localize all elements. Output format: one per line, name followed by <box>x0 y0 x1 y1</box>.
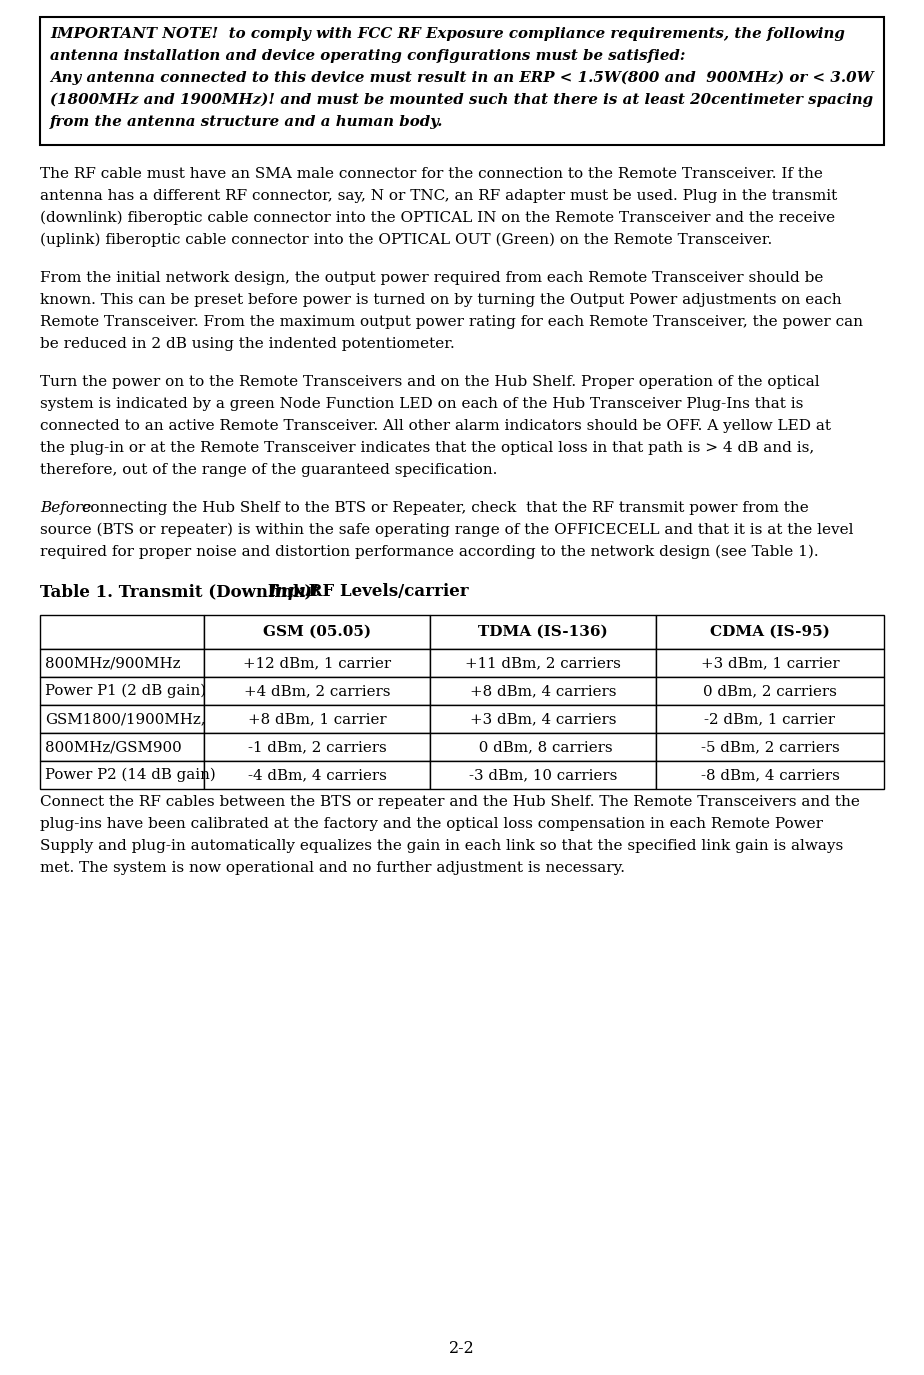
Text: Input: Input <box>268 583 320 600</box>
Text: RF Levels/carrier: RF Levels/carrier <box>303 583 468 600</box>
Bar <box>40 615 204 649</box>
Bar <box>40 733 204 760</box>
Text: -8 dBm, 4 carriers: -8 dBm, 4 carriers <box>700 769 839 782</box>
Text: +11 dBm, 2 carriers: +11 dBm, 2 carriers <box>465 656 621 670</box>
Text: +4 dBm, 2 carriers: +4 dBm, 2 carriers <box>244 683 390 698</box>
Text: Connect the RF cables between the BTS or repeater and the Hub Shelf. The Remote : Connect the RF cables between the BTS or… <box>40 795 860 808</box>
Text: (1800MHz and 1900MHz)! and must be mounted such that there is at least 20centime: (1800MHz and 1900MHz)! and must be mount… <box>50 94 873 107</box>
Text: -4 dBm, 4 carriers: -4 dBm, 4 carriers <box>248 769 386 782</box>
Text: GSM1800/1900MHz,: GSM1800/1900MHz, <box>45 712 205 726</box>
Text: 800MHz/GSM900: 800MHz/GSM900 <box>45 740 182 754</box>
Text: source (BTS or repeater) is within the safe operating range of the OFFICECELL an: source (BTS or repeater) is within the s… <box>40 522 854 538</box>
Bar <box>656 676 884 705</box>
Text: From the initial network design, the output power required from each Remote Tran: From the initial network design, the out… <box>40 271 823 285</box>
Bar <box>204 760 430 789</box>
Bar <box>430 705 656 733</box>
Text: known. This can be preset before power is turned on by turning the Output Power : known. This can be preset before power i… <box>40 293 842 307</box>
Bar <box>430 615 656 649</box>
Bar <box>204 649 430 676</box>
Text: TDMA (IS-136): TDMA (IS-136) <box>478 626 608 639</box>
Text: IMPORTANT NOTE!  to comply with FCC RF Exposure compliance requirements, the fol: IMPORTANT NOTE! to comply with FCC RF Ex… <box>50 28 845 41</box>
Text: met. The system is now operational and no further adjustment is necessary.: met. The system is now operational and n… <box>40 861 625 874</box>
Text: CDMA (IS-95): CDMA (IS-95) <box>710 626 830 639</box>
Text: -3 dBm, 10 carriers: -3 dBm, 10 carriers <box>468 769 617 782</box>
Bar <box>430 649 656 676</box>
Text: GSM (05.05): GSM (05.05) <box>263 626 371 639</box>
Bar <box>430 760 656 789</box>
Text: Remote Transceiver. From the maximum output power rating for each Remote Transce: Remote Transceiver. From the maximum out… <box>40 315 863 329</box>
Text: +12 dBm, 1 carrier: +12 dBm, 1 carrier <box>243 656 391 670</box>
Text: Power P2 (14 dB gain): Power P2 (14 dB gain) <box>45 767 215 782</box>
Text: The RF cable must have an SMA male connector for the connection to the Remote Tr: The RF cable must have an SMA male conne… <box>40 166 823 182</box>
Text: (downlink) fiberoptic cable connector into the OPTICAL IN on the Remote Transcei: (downlink) fiberoptic cable connector in… <box>40 210 835 226</box>
Text: 800MHz/900MHz: 800MHz/900MHz <box>45 656 180 670</box>
Text: antenna has a different RF connector, say, N or TNC, an RF adapter must be used.: antenna has a different RF connector, sa… <box>40 188 837 204</box>
Text: 0 dBm, 2 carriers: 0 dBm, 2 carriers <box>703 683 837 698</box>
Bar <box>40 760 204 789</box>
Text: Turn the power on to the Remote Transceivers and on the Hub Shelf. Proper operat: Turn the power on to the Remote Transcei… <box>40 375 820 389</box>
Text: +3 dBm, 1 carrier: +3 dBm, 1 carrier <box>700 656 839 670</box>
Text: -1 dBm, 2 carriers: -1 dBm, 2 carriers <box>248 740 386 754</box>
Text: 2-2: 2-2 <box>449 1341 475 1357</box>
Text: Any antenna connected to this device must result in an ERP < 1.5W(800 and  900MH: Any antenna connected to this device mus… <box>50 72 873 85</box>
Text: -5 dBm, 2 carriers: -5 dBm, 2 carriers <box>700 740 839 754</box>
Bar <box>204 705 430 733</box>
Text: (uplink) fiberoptic cable connector into the OPTICAL OUT (Green) on the Remote T: (uplink) fiberoptic cable connector into… <box>40 232 772 248</box>
Bar <box>40 705 204 733</box>
Text: plug-ins have been calibrated at the factory and the optical loss compensation i: plug-ins have been calibrated at the fac… <box>40 817 823 830</box>
Text: Power P1 (2 dB gain): Power P1 (2 dB gain) <box>45 683 206 698</box>
Text: required for proper noise and distortion performance according to the network de: required for proper noise and distortion… <box>40 544 819 560</box>
Text: antenna installation and device operating configurations must be satisfied:: antenna installation and device operatin… <box>50 49 686 63</box>
Bar <box>204 615 430 649</box>
Bar <box>430 733 656 760</box>
Bar <box>40 649 204 676</box>
Bar <box>656 615 884 649</box>
Text: -2 dBm, 1 carrier: -2 dBm, 1 carrier <box>704 712 835 726</box>
Bar <box>656 760 884 789</box>
Text: Table 1. Transmit (Downlink): Table 1. Transmit (Downlink) <box>40 583 318 600</box>
Text: Supply and plug-in automatically equalizes the gain in each link so that the spe: Supply and plug-in automatically equaliz… <box>40 839 844 852</box>
Text: from the antenna structure and a human body.: from the antenna structure and a human b… <box>50 116 444 129</box>
Bar <box>656 705 884 733</box>
Text: +8 dBm, 1 carrier: +8 dBm, 1 carrier <box>248 712 386 726</box>
Bar <box>656 649 884 676</box>
Bar <box>204 733 430 760</box>
FancyBboxPatch shape <box>40 16 884 144</box>
Bar <box>430 676 656 705</box>
Text: Before: Before <box>40 500 91 516</box>
Bar <box>656 733 884 760</box>
Text: the plug-in or at the Remote Transceiver indicates that the optical loss in that: the plug-in or at the Remote Transceiver… <box>40 441 814 455</box>
Text: connecting the Hub Shelf to the BTS or Repeater, check  that the RF transmit pow: connecting the Hub Shelf to the BTS or R… <box>77 500 808 516</box>
Text: connected to an active Remote Transceiver. All other alarm indicators should be : connected to an active Remote Transceive… <box>40 419 831 433</box>
Text: be reduced in 2 dB using the indented potentiometer.: be reduced in 2 dB using the indented po… <box>40 337 455 351</box>
Bar <box>40 676 204 705</box>
Text: therefore, out of the range of the guaranteed specification.: therefore, out of the range of the guara… <box>40 463 497 477</box>
Text: +8 dBm, 4 carriers: +8 dBm, 4 carriers <box>469 683 616 698</box>
Text: +3 dBm, 4 carriers: +3 dBm, 4 carriers <box>469 712 616 726</box>
Text: system is indicated by a green Node Function LED on each of the Hub Transceiver : system is indicated by a green Node Func… <box>40 397 803 411</box>
Text: 0 dBm, 8 carriers: 0 dBm, 8 carriers <box>474 740 613 754</box>
Bar <box>204 676 430 705</box>
